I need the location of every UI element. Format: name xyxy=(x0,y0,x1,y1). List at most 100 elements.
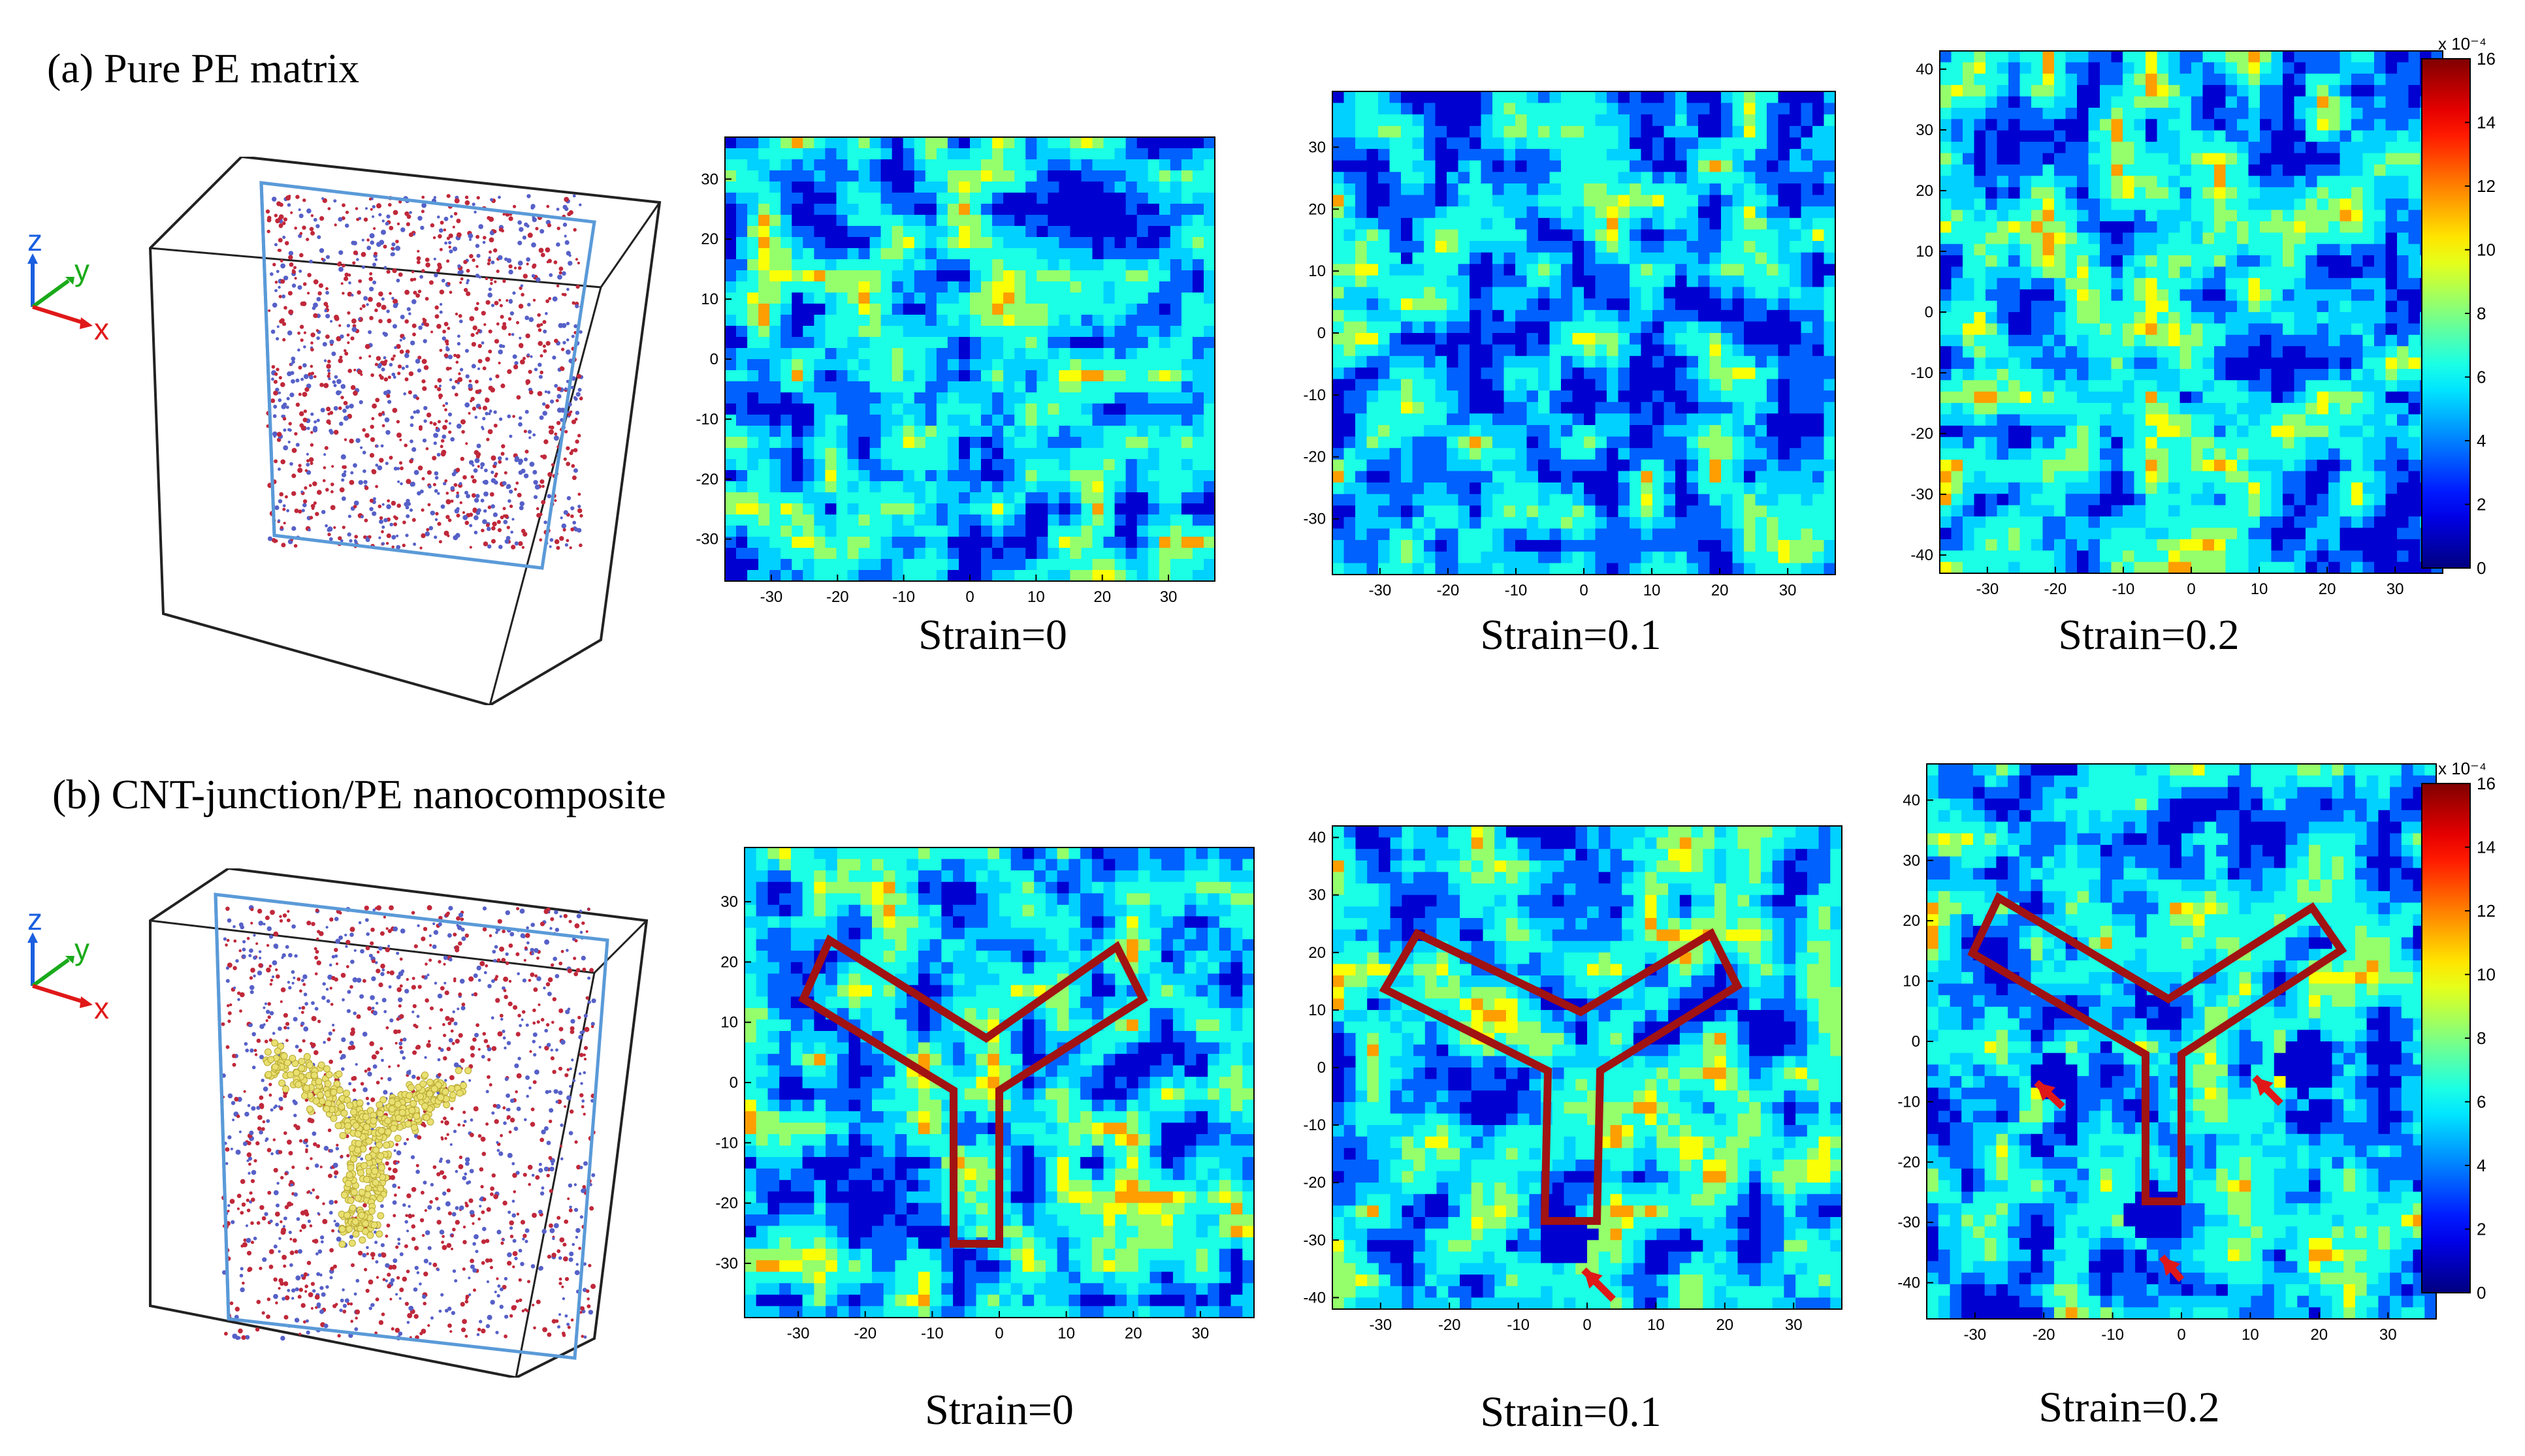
cnt-atom xyxy=(347,1197,355,1205)
atom xyxy=(452,1269,457,1273)
atom xyxy=(504,1276,508,1281)
atom xyxy=(392,1167,398,1173)
atom xyxy=(528,317,534,323)
atom xyxy=(423,1180,427,1185)
atom xyxy=(487,544,492,549)
atom xyxy=(464,1335,468,1338)
atom xyxy=(383,356,387,360)
cnt-atom xyxy=(442,1088,449,1096)
atom xyxy=(383,518,388,522)
atom xyxy=(316,1302,321,1307)
atom xyxy=(482,417,486,420)
atom xyxy=(523,1233,527,1238)
atom xyxy=(344,272,349,277)
atom xyxy=(351,240,356,245)
cnt-atom xyxy=(376,1230,383,1238)
atom xyxy=(483,236,487,240)
atom xyxy=(321,257,324,261)
atom xyxy=(502,213,506,216)
atom xyxy=(517,240,523,245)
atom xyxy=(483,491,489,497)
atom xyxy=(480,462,485,467)
atom xyxy=(485,964,489,968)
atom xyxy=(575,1227,581,1233)
atom xyxy=(416,1015,420,1019)
atom xyxy=(347,291,353,297)
atom xyxy=(461,430,465,434)
atom xyxy=(283,1026,287,1030)
atom xyxy=(564,234,567,238)
atom xyxy=(556,387,562,392)
atom xyxy=(227,1004,230,1007)
atom xyxy=(451,472,457,477)
atom xyxy=(456,218,461,223)
atom xyxy=(481,1261,485,1265)
atom xyxy=(434,305,439,310)
atom xyxy=(375,398,380,403)
atom xyxy=(402,1037,407,1042)
atom xyxy=(504,1314,509,1319)
atom xyxy=(374,308,378,313)
atom xyxy=(291,270,296,274)
atom xyxy=(389,362,393,367)
atom xyxy=(435,1197,439,1201)
atom xyxy=(545,982,551,987)
atom xyxy=(394,1327,400,1333)
atom xyxy=(414,1246,419,1251)
atom xyxy=(405,1214,408,1217)
atom xyxy=(282,913,287,918)
atom xyxy=(410,439,413,443)
atom xyxy=(402,520,406,524)
atom xyxy=(474,415,478,419)
atom xyxy=(314,947,317,951)
atom xyxy=(508,332,511,336)
atom xyxy=(539,479,545,484)
atom xyxy=(362,304,366,308)
atom xyxy=(314,1007,319,1011)
atom xyxy=(562,528,566,532)
atom xyxy=(385,1279,388,1282)
atom xyxy=(457,264,461,268)
atom xyxy=(342,408,347,413)
atom xyxy=(225,1147,230,1152)
atom xyxy=(444,1308,449,1313)
atom xyxy=(227,1204,231,1207)
atom xyxy=(432,483,436,486)
cnt-atom xyxy=(357,1169,364,1177)
atom xyxy=(416,256,421,261)
atom xyxy=(452,225,455,229)
atom xyxy=(421,195,425,199)
atom xyxy=(516,907,520,911)
atom xyxy=(438,540,442,544)
atom xyxy=(564,1276,570,1282)
atom xyxy=(311,507,315,511)
atom xyxy=(328,422,331,425)
atom xyxy=(306,208,312,214)
atom xyxy=(383,266,387,270)
atom xyxy=(300,1211,306,1216)
atom xyxy=(515,481,519,485)
atom xyxy=(390,1175,396,1180)
atom xyxy=(322,1218,328,1224)
atom xyxy=(311,1016,317,1021)
atom xyxy=(237,998,240,1002)
atom xyxy=(560,516,563,520)
atom xyxy=(269,1219,273,1223)
atom xyxy=(427,1039,431,1043)
atom xyxy=(314,1050,319,1055)
cnt-atom xyxy=(394,1100,402,1108)
atom xyxy=(272,960,278,966)
atom xyxy=(481,341,485,345)
atom xyxy=(266,229,270,234)
atom xyxy=(438,234,442,239)
atom xyxy=(558,1282,562,1286)
atom xyxy=(421,358,427,364)
y-tick-label: 0 xyxy=(1925,304,1933,321)
atom xyxy=(370,424,374,429)
atom xyxy=(494,1290,497,1293)
y-tick-label: 0 xyxy=(1317,324,1326,342)
atom xyxy=(327,359,331,364)
atom xyxy=(498,349,503,355)
atom xyxy=(447,282,451,285)
atom xyxy=(566,949,569,952)
